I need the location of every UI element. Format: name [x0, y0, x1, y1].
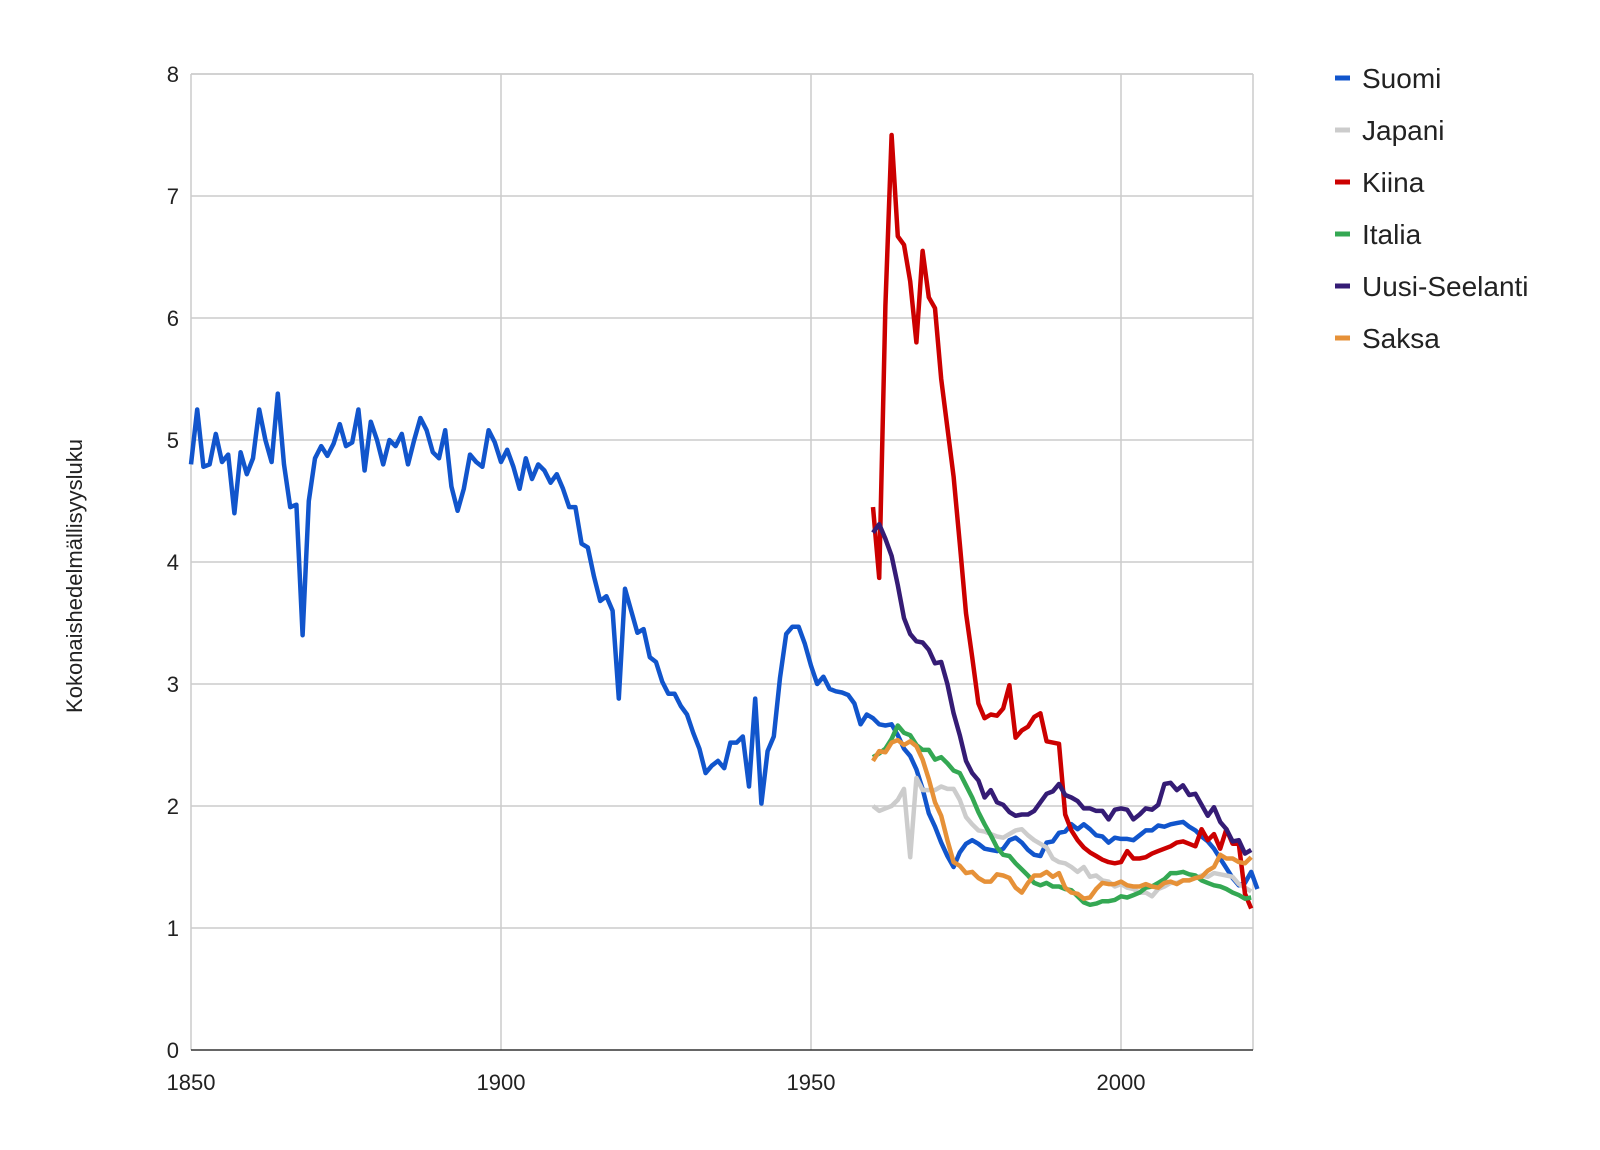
gridlines	[191, 73, 1253, 1050]
plot-frame	[190, 73, 1254, 1051]
y-tick-label: 4	[167, 550, 179, 575]
y-tick-label: 5	[167, 428, 179, 453]
legend-label: Italia	[1362, 219, 1422, 250]
legend: Suomi Japani Kiina Italia Uusi-Seelanti Saksa	[1335, 63, 1529, 354]
series-lines	[188, 132, 1260, 910]
y-tick-label: 2	[167, 794, 179, 819]
series-line-suomi	[188, 391, 1260, 890]
y-tick-label: 1	[167, 916, 179, 941]
x-tick-label: 1950	[787, 1070, 836, 1095]
legend-label: Suomi	[1362, 63, 1441, 94]
y-tick-label: 0	[167, 1038, 179, 1063]
legend-label: Uusi-Seelanti	[1362, 271, 1529, 302]
legend-label: Kiina	[1362, 167, 1425, 198]
series-line-uusi-seelanti	[871, 521, 1253, 856]
x-tick-label: 1850	[167, 1070, 216, 1095]
series-line-kiina	[870, 132, 1254, 910]
legend-label: Saksa	[1362, 323, 1440, 354]
x-axis-ticks: 1850 1900 1950 2000	[167, 1070, 1146, 1095]
y-tick-label: 3	[167, 672, 179, 697]
y-tick-label: 8	[167, 62, 179, 87]
series-line-italia	[871, 723, 1252, 908]
legend-label: Japani	[1362, 115, 1445, 146]
x-tick-label: 1900	[477, 1070, 526, 1095]
y-axis-ticks: 0 1 2 3 4 5 6 7 8	[167, 62, 179, 1063]
y-tick-label: 6	[167, 306, 179, 331]
x-tick-label: 2000	[1097, 1070, 1146, 1095]
series-line-saksa	[871, 737, 1253, 901]
y-tick-label: 7	[167, 184, 179, 209]
y-axis-title: Kokonaishedelmällisyysluku	[62, 439, 87, 713]
